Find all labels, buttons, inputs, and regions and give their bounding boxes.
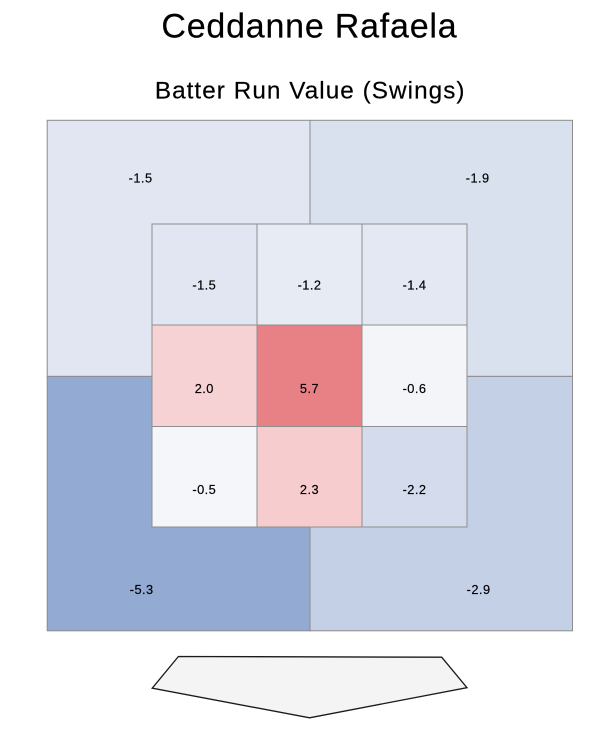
- svg-text:-1.5: -1.5: [192, 278, 216, 293]
- svg-text:-0.6: -0.6: [403, 381, 427, 396]
- svg-text:-5.3: -5.3: [130, 582, 154, 597]
- svg-text:-1.4: -1.4: [403, 278, 427, 293]
- svg-text:2.3: 2.3: [300, 482, 319, 497]
- svg-text:-0.5: -0.5: [192, 482, 216, 497]
- svg-text:5.7: 5.7: [300, 381, 319, 396]
- svg-text:Ceddanne Rafaela: Ceddanne Rafaela: [161, 8, 457, 46]
- svg-text:-2.9: -2.9: [467, 582, 491, 597]
- svg-text:Batter Run Value (Swings): Batter Run Value (Swings): [155, 78, 466, 105]
- svg-text:-1.2: -1.2: [298, 278, 322, 293]
- svg-text:-1.9: -1.9: [466, 171, 490, 186]
- svg-text:2.0: 2.0: [195, 381, 214, 396]
- svg-text:-1.5: -1.5: [129, 171, 153, 186]
- svg-text:-2.2: -2.2: [403, 482, 427, 497]
